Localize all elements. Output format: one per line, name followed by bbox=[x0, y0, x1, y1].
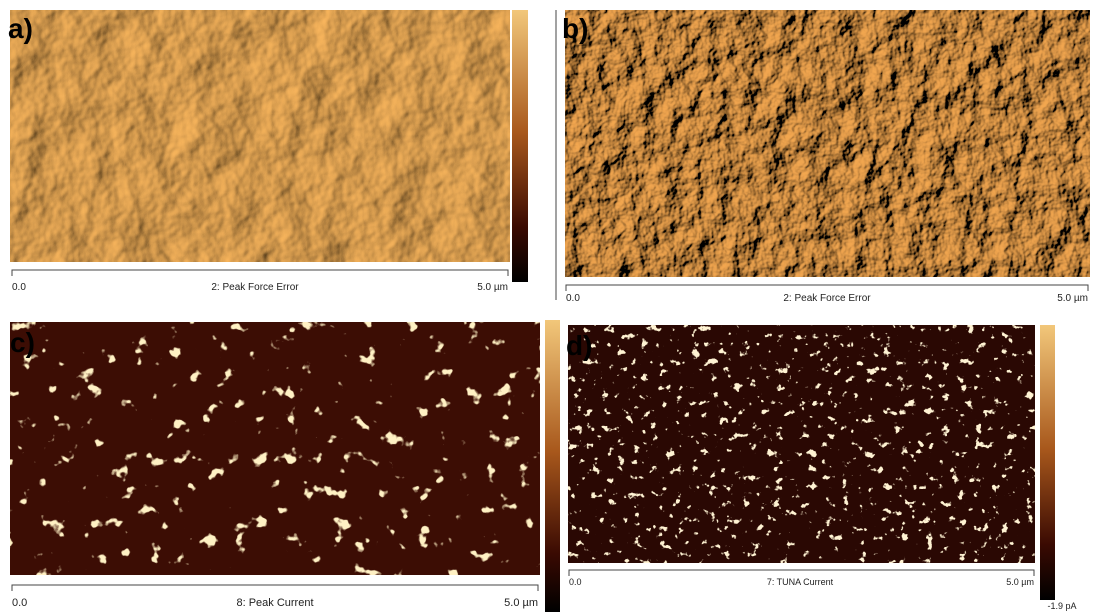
scale-start: 0.0 bbox=[12, 282, 26, 293]
scale-end: 5.0 µm bbox=[1057, 293, 1088, 304]
panel-b: b) 0.0 2: Peak Force Error 5.0 µm bbox=[556, 10, 1090, 304]
colorbar bbox=[545, 320, 560, 612]
channel-name: 2: Peak Force Error bbox=[211, 282, 299, 293]
panel-label: b) bbox=[562, 13, 588, 44]
scale-end: 5.0 µm bbox=[477, 282, 508, 293]
scale-bar bbox=[12, 585, 538, 591]
scale-start: 0.0 bbox=[566, 293, 580, 304]
panel-a: a) 0.0 2: Peak Force Error 5.0 µm bbox=[8, 10, 528, 293]
afm-spots bbox=[568, 325, 1035, 563]
afm-image bbox=[565, 10, 1090, 277]
channel-name: 2: Peak Force Error bbox=[783, 293, 871, 304]
scale-end: 5.0 µm bbox=[1006, 577, 1034, 587]
channel-name: 8: Peak Current bbox=[236, 597, 313, 609]
scale-bar bbox=[566, 285, 1088, 291]
scale-bar bbox=[569, 570, 1034, 576]
panel-label: d) bbox=[566, 330, 592, 361]
panel-d: d) 0.0 7: TUNA Current 5.0 µm -1.9 pA bbox=[566, 325, 1077, 611]
panel-label: a) bbox=[8, 13, 33, 44]
figure: a) 0.0 2: Peak Force Error 5.0 µm b) 0.0… bbox=[0, 0, 1101, 612]
scale-bar bbox=[12, 270, 508, 276]
scale-end: 5.0 µm bbox=[504, 597, 538, 609]
colorbar bbox=[1040, 325, 1055, 600]
scale-start: 0.0 bbox=[569, 577, 582, 587]
colorbar bbox=[512, 10, 528, 282]
panel-label: c) bbox=[10, 327, 35, 358]
channel-name: 7: TUNA Current bbox=[767, 577, 834, 587]
scale-start: 0.0 bbox=[12, 597, 27, 609]
panel-c: c) 0.0 8: Peak Current 5.0 µm bbox=[10, 320, 560, 612]
colorbar-min-label: -1.9 pA bbox=[1047, 601, 1076, 611]
afm-spots bbox=[10, 322, 540, 575]
afm-image bbox=[10, 10, 510, 262]
